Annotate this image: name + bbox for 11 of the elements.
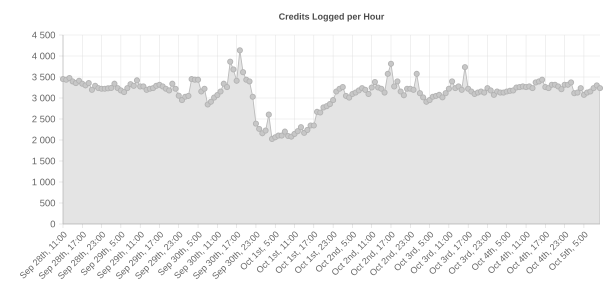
y-tick-label: 2 000	[32, 136, 56, 144]
chart-title: Credits Logged per Hour	[279, 13, 384, 22]
y-tick-label: 4 000	[32, 52, 56, 60]
y-tick-label: 0	[50, 220, 56, 228]
y-tick-label: 3 000	[32, 94, 56, 102]
y-tick-label: 1 000	[32, 178, 56, 186]
y-tick-label: 500	[40, 200, 56, 206]
y-tick-label: 1 500	[32, 158, 56, 164]
y-tick-label: 2 500	[32, 116, 56, 122]
y-tick-label: 4 500	[32, 32, 56, 38]
y-tick-label: 3 500	[32, 74, 56, 80]
